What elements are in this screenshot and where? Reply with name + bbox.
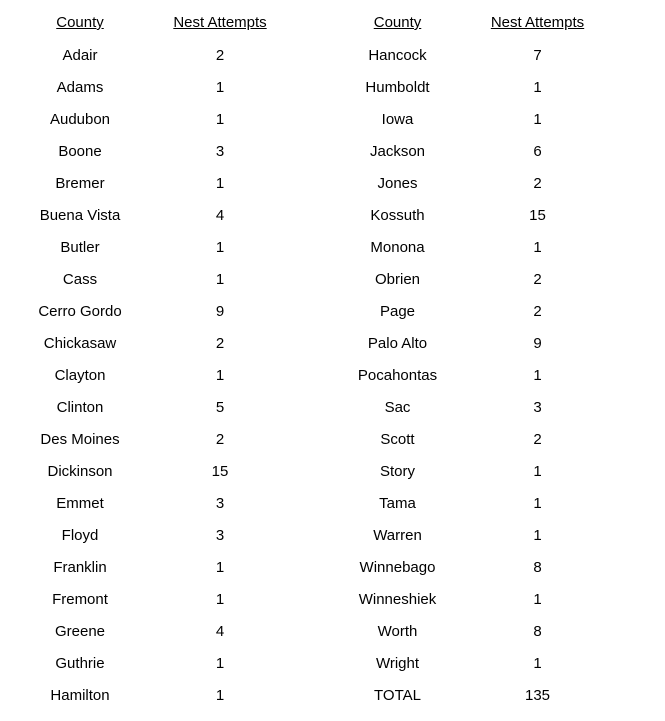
- left-column-group: County AdairAdamsAudubonBooneBremerBuena…: [15, 10, 333, 711]
- county-cell: Pocahontas: [333, 359, 463, 391]
- county-cell: Clinton: [15, 391, 145, 423]
- county-cell: Bremer: [15, 167, 145, 199]
- attempts-cell: 1: [145, 167, 295, 199]
- county-cell: Dickinson: [15, 455, 145, 487]
- attempts-cell: 1: [145, 551, 295, 583]
- county-cell: Cerro Gordo: [15, 295, 145, 327]
- county-cell: Clayton: [15, 359, 145, 391]
- county-cell: Winneshiek: [333, 583, 463, 615]
- county-cell: Guthrie: [15, 647, 145, 679]
- attempts-cell: 3: [145, 135, 295, 167]
- attempts-cell: 2: [463, 295, 613, 327]
- attempts-cell: 3: [145, 519, 295, 551]
- county-cell: Cass: [15, 263, 145, 295]
- attempts-cell: 3: [145, 487, 295, 519]
- left-attempts-column: Nest Attempts 2113141192152153311411: [145, 10, 295, 711]
- county-cell: Palo Alto: [333, 327, 463, 359]
- attempts-cell: 5: [145, 391, 295, 423]
- county-cell: Warren: [333, 519, 463, 551]
- header-county-left: County: [15, 10, 145, 39]
- county-cell: Scott: [333, 423, 463, 455]
- attempts-cell: 1: [145, 679, 295, 711]
- county-cell: Adams: [15, 71, 145, 103]
- left-county-column: County AdairAdamsAudubonBooneBremerBuena…: [15, 10, 145, 711]
- county-cell: Emmet: [15, 487, 145, 519]
- county-cell: Jackson: [333, 135, 463, 167]
- attempts-cell: 1: [463, 71, 613, 103]
- attempts-cell: 1: [145, 103, 295, 135]
- attempts-cell: 1: [145, 71, 295, 103]
- county-cell: Adair: [15, 39, 145, 71]
- county-cell: Chickasaw: [15, 327, 145, 359]
- county-cell: Hancock: [333, 39, 463, 71]
- county-cell: Floyd: [15, 519, 145, 551]
- nest-attempts-table: County AdairAdamsAudubonBooneBremerBuena…: [15, 10, 650, 711]
- county-cell: TOTAL: [333, 679, 463, 711]
- attempts-cell: 1: [145, 231, 295, 263]
- header-attempts-left: Nest Attempts: [145, 10, 295, 39]
- attempts-cell: 2: [145, 423, 295, 455]
- county-cell: Worth: [333, 615, 463, 647]
- attempts-cell: 1: [463, 359, 613, 391]
- county-cell: Des Moines: [15, 423, 145, 455]
- attempts-cell: 2: [145, 39, 295, 71]
- county-cell: Greene: [15, 615, 145, 647]
- attempts-cell: 2: [463, 263, 613, 295]
- attempts-cell: 1: [145, 359, 295, 391]
- attempts-cell: 1: [463, 519, 613, 551]
- county-cell: Hamilton: [15, 679, 145, 711]
- county-cell: Humboldt: [333, 71, 463, 103]
- attempts-cell: 15: [463, 199, 613, 231]
- county-cell: Obrien: [333, 263, 463, 295]
- attempts-cell: 1: [463, 487, 613, 519]
- county-cell: Winnebago: [333, 551, 463, 583]
- county-cell: Jones: [333, 167, 463, 199]
- attempts-cell: 1: [463, 583, 613, 615]
- attempts-cell: 3: [463, 391, 613, 423]
- county-cell: Buena Vista: [15, 199, 145, 231]
- attempts-cell: 1: [145, 263, 295, 295]
- attempts-cell: 4: [145, 199, 295, 231]
- attempts-cell: 2: [463, 423, 613, 455]
- attempts-cell: 6: [463, 135, 613, 167]
- header-attempts-right: Nest Attempts: [463, 10, 613, 39]
- county-cell: Page: [333, 295, 463, 327]
- attempts-cell: 4: [145, 615, 295, 647]
- attempts-cell: 15: [145, 455, 295, 487]
- attempts-cell: 9: [145, 295, 295, 327]
- attempts-cell: 135: [463, 679, 613, 711]
- county-cell: Kossuth: [333, 199, 463, 231]
- attempts-cell: 1: [463, 455, 613, 487]
- county-cell: Franklin: [15, 551, 145, 583]
- county-cell: Tama: [333, 487, 463, 519]
- attempts-cell: 2: [145, 327, 295, 359]
- attempts-cell: 2: [463, 167, 613, 199]
- right-column-group: County HancockHumboldtIowaJacksonJonesKo…: [333, 10, 651, 711]
- county-cell: Audubon: [15, 103, 145, 135]
- county-cell: Sac: [333, 391, 463, 423]
- header-county-right: County: [333, 10, 463, 39]
- county-cell: Iowa: [333, 103, 463, 135]
- right-attempts-column: Nest Attempts 711621512291321118181135: [463, 10, 613, 711]
- attempts-cell: 1: [463, 103, 613, 135]
- attempts-cell: 1: [463, 231, 613, 263]
- attempts-cell: 8: [463, 551, 613, 583]
- attempts-cell: 1: [145, 583, 295, 615]
- attempts-cell: 9: [463, 327, 613, 359]
- county-cell: Boone: [15, 135, 145, 167]
- county-cell: Story: [333, 455, 463, 487]
- county-cell: Fremont: [15, 583, 145, 615]
- attempts-cell: 8: [463, 615, 613, 647]
- right-county-column: County HancockHumboldtIowaJacksonJonesKo…: [333, 10, 463, 711]
- county-cell: Butler: [15, 231, 145, 263]
- attempts-cell: 7: [463, 39, 613, 71]
- attempts-cell: 1: [145, 647, 295, 679]
- county-cell: Monona: [333, 231, 463, 263]
- county-cell: Wright: [333, 647, 463, 679]
- attempts-cell: 1: [463, 647, 613, 679]
